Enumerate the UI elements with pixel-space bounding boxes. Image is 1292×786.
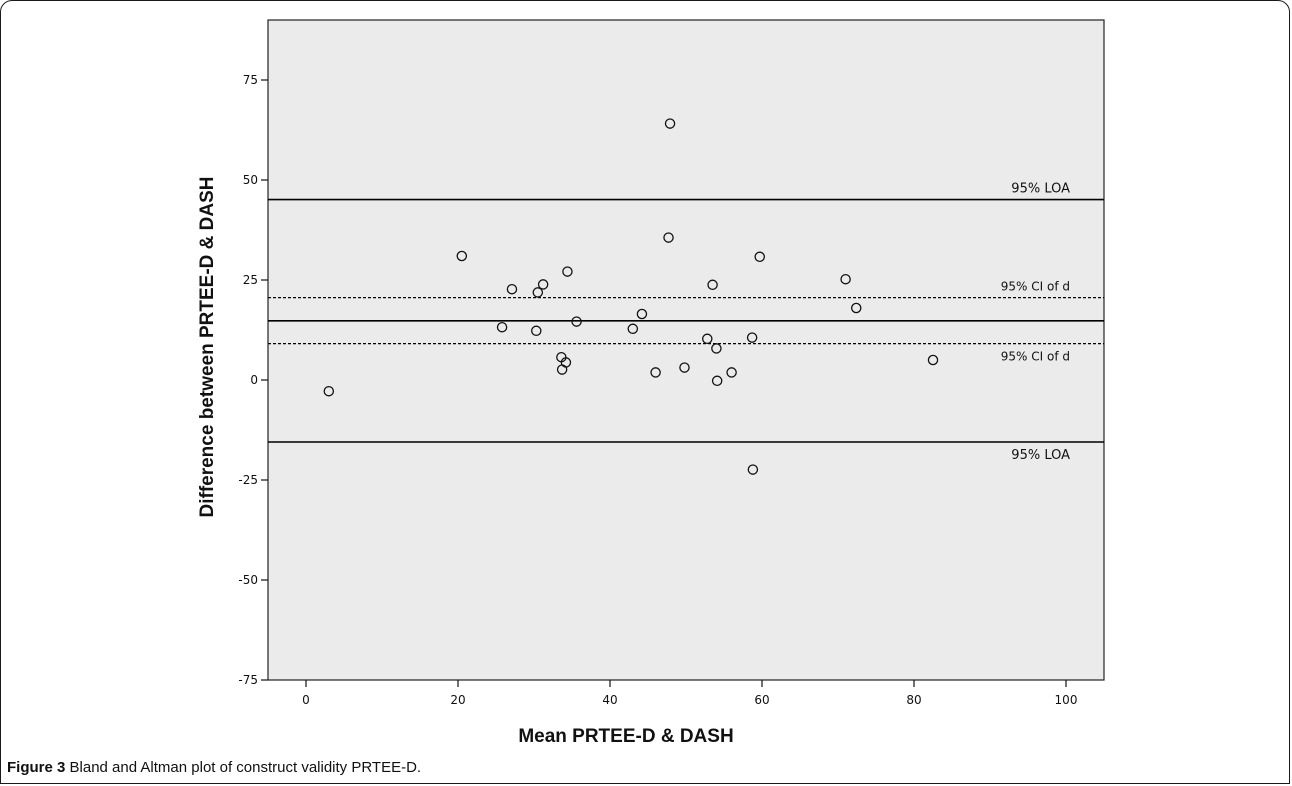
caption-text: Bland and Altman plot of construct valid… xyxy=(65,759,422,776)
data-point xyxy=(850,302,862,314)
data-point xyxy=(707,279,718,291)
data-point xyxy=(663,232,674,243)
x-axis: 0 20 40 60 80 100 xyxy=(302,680,1077,707)
data-point xyxy=(496,321,508,333)
figure-caption: Figure 3 Bland and Altman plot of constr… xyxy=(7,759,421,776)
data-point xyxy=(726,367,737,378)
y-tick-label: -25 xyxy=(238,473,258,487)
x-tick-label: 60 xyxy=(754,693,769,707)
data-point xyxy=(746,332,758,343)
data-point xyxy=(456,250,468,262)
data-point xyxy=(664,118,676,129)
y-tick-label: 0 xyxy=(250,373,258,387)
y-tick-label: -75 xyxy=(238,673,258,687)
data-point xyxy=(711,375,723,387)
data-point xyxy=(571,316,582,327)
data-point xyxy=(506,283,518,295)
data-point xyxy=(531,325,542,337)
bland-altman-chart: 95% LOA 95% CI of d 95% CI of d 95% LOA 75 5… xyxy=(197,19,1105,747)
data-point xyxy=(702,333,713,345)
data-point xyxy=(627,323,639,335)
x-tick-label: 100 xyxy=(1055,693,1078,707)
y-tick-label: -50 xyxy=(238,573,258,587)
y-tick-label: 25 xyxy=(243,273,258,287)
data-point xyxy=(636,308,648,320)
x-tick-label: 40 xyxy=(602,693,617,707)
y-axis-title: Difference between PRTEE-D & DASH xyxy=(197,176,218,517)
data-point xyxy=(537,279,549,290)
x-tick-label: 20 xyxy=(450,693,465,707)
plot-area xyxy=(267,19,1105,681)
data-point xyxy=(840,273,851,285)
reference-line-label: 95% LOA xyxy=(1011,182,1070,197)
y-tick-label: 50 xyxy=(243,173,258,187)
x-tick-label: 80 xyxy=(906,693,921,707)
data-point xyxy=(650,367,661,378)
caption-label: Figure 3 xyxy=(7,759,66,776)
reference-line-label: 95% LOA xyxy=(1011,448,1070,463)
data-point xyxy=(562,266,573,277)
x-tick-label: 0 xyxy=(302,693,310,707)
data-point xyxy=(747,464,759,475)
data-point xyxy=(323,385,335,397)
data-point xyxy=(560,357,572,368)
data-point xyxy=(754,251,765,263)
data-point xyxy=(711,343,722,354)
y-axis: 75 50 25 0 -25 -50 -75 xyxy=(238,73,268,687)
data-point xyxy=(927,354,939,366)
data-point xyxy=(679,362,690,373)
x-axis-title: Mean PRTEE-D & DASH xyxy=(518,726,733,747)
reference-lines: 95% LOA 95% CI of d 95% CI of d 95% LOA xyxy=(268,182,1104,463)
data-points xyxy=(323,118,939,475)
reference-line-label: 95% CI of d xyxy=(1001,350,1070,364)
y-tick-label: 75 xyxy=(243,73,258,87)
data-point xyxy=(532,287,544,298)
reference-line-label: 95% CI of d xyxy=(1001,280,1070,294)
